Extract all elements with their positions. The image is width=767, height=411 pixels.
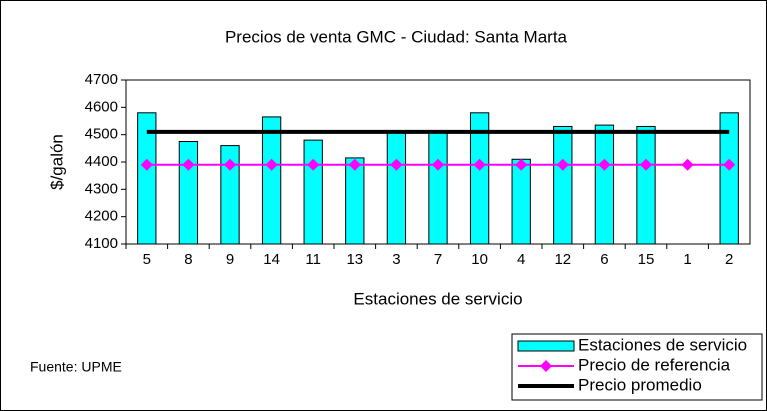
- x-tick-label: 8: [184, 251, 192, 268]
- x-tick-label: 6: [600, 251, 608, 268]
- x-tick-label: 12: [554, 251, 571, 268]
- x-tick-label: 9: [226, 251, 234, 268]
- x-tick-label: 10: [471, 251, 488, 268]
- x-axis-title: Estaciones de servicio: [353, 289, 522, 308]
- y-axis-title: $/galón: [47, 134, 66, 190]
- y-tick-label: 4700: [85, 71, 118, 88]
- bar: [137, 112, 157, 245]
- marker: [140, 158, 153, 171]
- marker: [182, 158, 195, 171]
- marker: [723, 158, 736, 171]
- marker: [640, 158, 652, 171]
- bar: [594, 124, 615, 245]
- x-tick-label: 11: [305, 251, 321, 268]
- y-tick-label: 4100: [85, 235, 118, 252]
- x-tick-label: 7: [434, 251, 442, 268]
- bar: [303, 139, 323, 245]
- y-tick-label: 4200: [85, 208, 118, 225]
- legend-swatch: [517, 340, 575, 352]
- x-tick-label: 1: [683, 251, 691, 268]
- y-tick-label: 4300: [85, 180, 118, 197]
- legend-marker: [540, 360, 552, 372]
- y-tick-label: 4400: [85, 153, 118, 170]
- y-tick-label: 4600: [85, 98, 118, 115]
- x-tick-label: 5: [143, 251, 151, 268]
- legend-label: Precio promedio: [578, 375, 702, 394]
- bar: [261, 116, 282, 245]
- x-tick-label: 13: [346, 251, 363, 268]
- bar: [178, 141, 199, 245]
- x-tick-label: 4: [517, 251, 525, 268]
- marker: [265, 158, 278, 171]
- source-note: Fuente: UPME: [30, 359, 122, 375]
- marker: [598, 158, 611, 171]
- marker: [473, 158, 486, 171]
- bar: [345, 157, 365, 245]
- legend-label: Estaciones de servicio: [578, 335, 747, 354]
- marker: [348, 158, 361, 171]
- marker: [390, 158, 403, 171]
- x-tick-label: 15: [638, 251, 655, 268]
- bar: [386, 131, 407, 245]
- marker: [515, 158, 528, 171]
- x-tick-label: 3: [392, 251, 400, 268]
- bar: [469, 112, 490, 245]
- chart-title: Precios de venta GMC - Ciudad: Santa Mar…: [225, 27, 568, 46]
- marker: [432, 158, 444, 171]
- bar: [636, 125, 656, 245]
- bar: [428, 131, 448, 245]
- bar: [220, 145, 240, 245]
- marker: [307, 158, 320, 171]
- bar: [719, 112, 739, 245]
- marker: [681, 158, 694, 171]
- x-tick-label: 14: [263, 251, 280, 268]
- marker: [224, 158, 236, 171]
- legend-label: Precio de referencia: [578, 355, 731, 374]
- bar: [511, 158, 531, 245]
- y-tick-label: 4500: [85, 126, 118, 143]
- bar: [553, 125, 573, 245]
- x-tick-label: 2: [725, 251, 733, 268]
- marker: [556, 158, 569, 171]
